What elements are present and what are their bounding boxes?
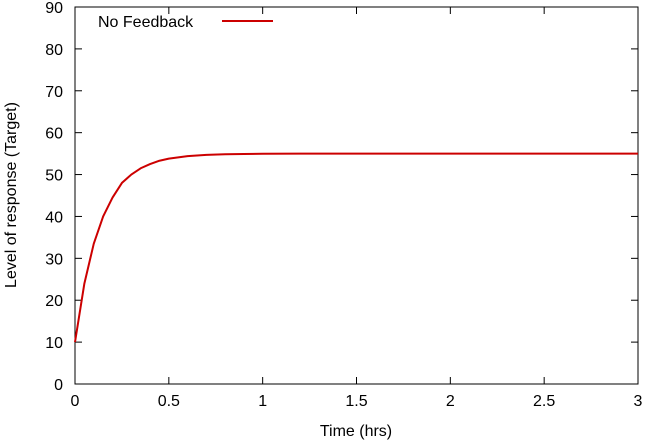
- x-tick-label: 2.5: [533, 393, 555, 410]
- x-tick-label: 3: [634, 393, 643, 410]
- plot-frame: [74, 6, 639, 385]
- x-axis-title: Time (hrs): [320, 423, 392, 440]
- x-tick-label: 1: [258, 393, 267, 410]
- x-tick-label: 1.5: [345, 393, 367, 410]
- y-tick-label: 10: [45, 335, 63, 352]
- x-tick-label: 0: [71, 393, 80, 410]
- y-tick-label: 30: [45, 251, 63, 268]
- legend: No Feedback: [98, 14, 273, 31]
- series-line-0: [74, 152, 638, 343]
- y-tick-label: 40: [45, 209, 63, 226]
- x-tick-label: 2: [446, 393, 455, 410]
- y-tick-label: 60: [45, 126, 63, 143]
- series: [74, 152, 638, 343]
- y-tick-label: 90: [45, 0, 63, 17]
- y-tick-label: 50: [45, 168, 63, 185]
- y-tick-label: 20: [45, 293, 63, 310]
- y-axis-title: Level of response (Target): [3, 102, 20, 288]
- y-tick-label: 80: [45, 42, 63, 59]
- legend-label-no-feedback: No Feedback: [98, 14, 194, 31]
- axes: [74, 6, 639, 385]
- x-tick-label: 0.5: [158, 393, 180, 410]
- y-tick-label: 0: [54, 377, 63, 394]
- y-tick-label: 70: [45, 84, 63, 101]
